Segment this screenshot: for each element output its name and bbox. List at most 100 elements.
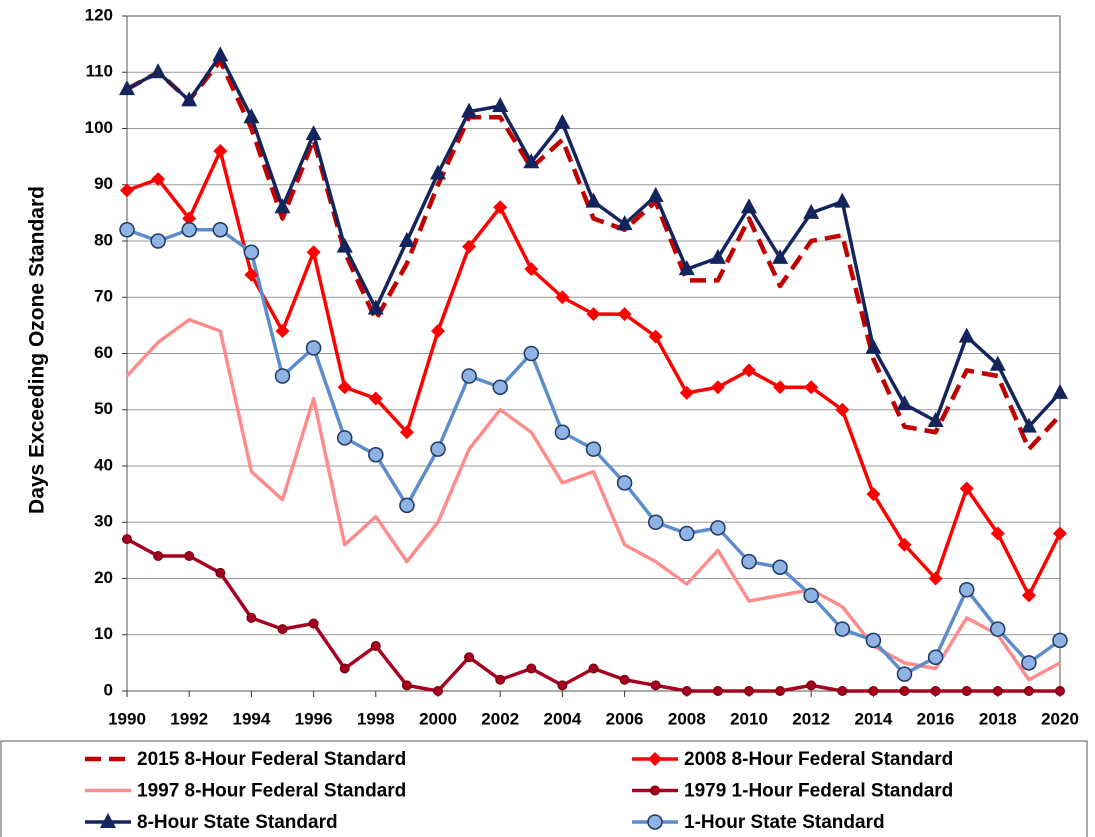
marker	[464, 652, 475, 663]
marker	[555, 290, 570, 305]
y-tick-label: 90	[94, 174, 113, 193]
marker	[274, 368, 291, 384]
marker	[990, 621, 1006, 637]
marker	[181, 91, 198, 107]
marker	[679, 385, 694, 400]
marker	[306, 245, 321, 260]
marker	[308, 618, 319, 629]
marker	[1023, 686, 1034, 696]
marker	[305, 125, 322, 141]
y-tick-label: 120	[85, 5, 113, 24]
marker	[588, 663, 599, 674]
marker	[182, 211, 197, 226]
marker	[150, 233, 166, 249]
marker	[370, 641, 381, 651]
marker	[399, 497, 415, 514]
y-tick-label: 20	[94, 568, 113, 587]
x-tick-label: 1990	[108, 709, 146, 728]
marker	[927, 412, 944, 427]
marker	[804, 380, 819, 395]
marker	[430, 164, 446, 180]
x-tick-label: 1994	[232, 709, 270, 728]
marker	[1021, 588, 1036, 603]
marker	[399, 425, 414, 440]
x-tick-label: 2000	[419, 709, 457, 728]
marker	[181, 222, 197, 238]
x-tick-label: 2014	[854, 709, 892, 728]
marker	[431, 324, 445, 338]
marker	[492, 379, 508, 395]
marker	[775, 686, 786, 696]
marker	[710, 520, 726, 536]
x-tick-label: 2006	[606, 709, 644, 728]
marker	[865, 338, 882, 354]
marker	[992, 686, 1003, 696]
y-tick-label: 50	[94, 399, 113, 418]
marker	[806, 680, 817, 691]
marker	[277, 624, 288, 635]
y-tick-label: 30	[94, 512, 113, 531]
marker	[212, 46, 229, 62]
marker	[927, 649, 944, 665]
marker	[1053, 526, 1067, 541]
marker	[336, 430, 353, 446]
marker	[368, 447, 384, 463]
marker	[835, 402, 850, 417]
y-tick-label: 80	[94, 230, 113, 249]
marker	[585, 441, 602, 457]
marker	[772, 248, 789, 264]
marker	[1052, 632, 1068, 649]
y-tick-label: 60	[94, 343, 113, 362]
marker	[246, 612, 257, 623]
marker	[1055, 686, 1065, 696]
marker	[647, 187, 664, 202]
marker	[526, 663, 537, 674]
marker	[586, 307, 601, 322]
marker	[834, 192, 851, 208]
x-tick-label: 2012	[792, 709, 830, 728]
marker	[865, 632, 882, 649]
marker	[803, 587, 819, 604]
marker	[433, 686, 443, 696]
marker	[398, 232, 415, 247]
x-tick-label: 2018	[979, 709, 1017, 728]
marker	[336, 237, 353, 253]
series-line	[125, 58, 1062, 452]
y-tick-label: 100	[85, 118, 113, 137]
marker	[212, 222, 229, 238]
y-axis-label: Days Exceeding Ozone Standard	[26, 186, 49, 514]
x-tick-label: 1998	[357, 709, 395, 728]
marker	[243, 108, 260, 124]
marker	[557, 680, 568, 691]
marker	[896, 395, 913, 411]
x-tick-label: 2016	[917, 709, 955, 728]
marker	[1020, 417, 1037, 433]
marker	[461, 368, 477, 384]
marker	[495, 674, 506, 685]
marker	[616, 475, 633, 491]
marker	[461, 102, 478, 118]
x-tick-label: 2010	[730, 709, 768, 728]
marker	[989, 355, 1006, 371]
marker	[554, 424, 571, 440]
marker	[150, 63, 167, 79]
legend-label: 1979 1-Hour Federal Standard	[684, 781, 953, 802]
marker	[868, 686, 879, 696]
y-tick-label: 10	[94, 624, 113, 643]
marker	[648, 329, 663, 344]
marker	[462, 239, 477, 254]
marker	[524, 262, 539, 277]
x-tick-label: 2020	[1041, 709, 1079, 728]
marker	[930, 686, 941, 696]
marker	[619, 674, 630, 685]
marker	[120, 183, 134, 198]
marker	[958, 582, 975, 598]
marker	[679, 525, 695, 542]
marker	[741, 553, 757, 570]
y-tick-label: 40	[94, 455, 113, 474]
marker	[492, 97, 509, 112]
marker	[337, 380, 352, 395]
marker	[896, 666, 913, 682]
legend-label: 1-Hour State Standard	[684, 812, 885, 833]
